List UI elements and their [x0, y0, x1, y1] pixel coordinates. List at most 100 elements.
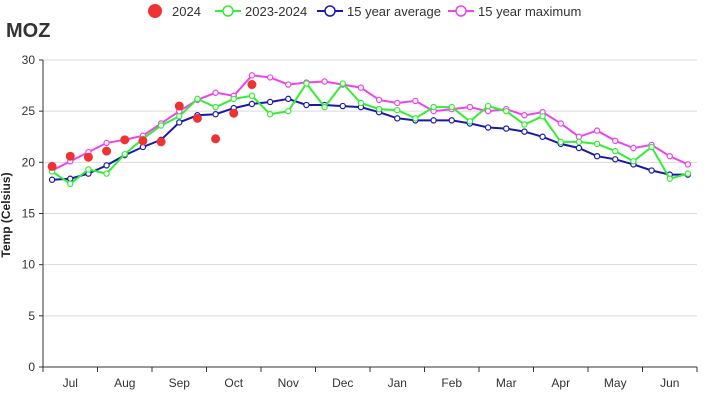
- data-point: [192, 113, 202, 123]
- data-point: [321, 78, 328, 85]
- x-tick-label: Sep: [169, 376, 191, 390]
- data-point: [48, 176, 56, 183]
- x-tick-label: Aug: [114, 376, 135, 390]
- series-2024: [47, 80, 257, 171]
- x-tick-label: Oct: [224, 376, 243, 390]
- legend-label: 15 year average: [347, 4, 441, 19]
- data-point: [176, 119, 183, 126]
- y-tick-label: 15: [22, 207, 36, 221]
- data-point: [448, 103, 455, 111]
- data-point: [120, 135, 130, 145]
- data-point: [266, 98, 274, 106]
- data-point: [212, 103, 219, 111]
- data-point: [630, 144, 637, 152]
- data-point: [484, 107, 492, 115]
- data-point: [575, 144, 583, 152]
- data-point: [684, 161, 692, 168]
- data-point: [212, 111, 219, 118]
- data-point: [357, 84, 365, 91]
- legend-item[interactable]: 15 year maximum: [448, 4, 581, 19]
- data-point: [575, 138, 583, 146]
- data-point: [121, 150, 128, 158]
- data-point: [503, 125, 510, 132]
- legend-label: 2023-2024: [245, 4, 307, 19]
- legend-item[interactable]: 2023-2024: [215, 4, 307, 19]
- data-point: [684, 170, 692, 177]
- data-point: [174, 101, 184, 111]
- data-point: [248, 92, 256, 100]
- data-point: [466, 118, 474, 125]
- legend-item[interactable]: 15 year average: [317, 4, 441, 19]
- y-tick-label: 20: [22, 155, 36, 169]
- series-layer: [47, 72, 692, 188]
- data-point: [247, 80, 257, 90]
- data-point: [248, 100, 256, 108]
- legend-marker: [148, 4, 162, 18]
- data-point: [666, 152, 673, 160]
- legend-item[interactable]: 2024: [148, 4, 201, 19]
- y-tick-label: 30: [22, 53, 36, 67]
- x-tick-label: Jan: [388, 376, 407, 390]
- data-point: [285, 95, 292, 103]
- grid-lines: [43, 59, 697, 317]
- data-point: [412, 115, 419, 122]
- data-point: [503, 107, 510, 115]
- data-point: [466, 103, 474, 111]
- data-point: [484, 102, 492, 110]
- data-point: [285, 81, 292, 88]
- data-point: [375, 96, 383, 104]
- y-axis-title: Temp (Celsius): [0, 172, 13, 257]
- x-tick-label: Nov: [278, 376, 299, 390]
- data-point: [648, 143, 655, 151]
- y-tick-label: 5: [28, 309, 35, 323]
- data-point: [412, 97, 419, 105]
- x-tick-label: Jun: [660, 376, 679, 390]
- data-point: [102, 146, 112, 156]
- y-tick-label: 0: [28, 360, 35, 374]
- x-tick-label: Mar: [496, 376, 517, 390]
- data-point: [229, 108, 239, 118]
- data-point: [285, 107, 292, 115]
- data-point: [521, 112, 528, 119]
- data-point: [448, 117, 455, 124]
- data-point: [138, 136, 148, 146]
- data-point: [394, 99, 401, 107]
- data-point: [521, 128, 528, 135]
- data-point: [648, 167, 655, 174]
- data-point: [248, 72, 256, 79]
- data-point: [157, 122, 165, 129]
- data-point: [321, 103, 328, 111]
- data-point: [266, 74, 274, 81]
- y-tick-label: 10: [22, 258, 36, 272]
- series-2023-2024: [48, 80, 692, 188]
- axes: 0 5 10 15 20 25 30 Jul Aug Sep Oct Nov Dec Jan Feb Mar A…: [22, 53, 698, 390]
- legend-marker: [455, 5, 467, 17]
- x-tick-label: Feb: [441, 376, 462, 390]
- data-point: [612, 156, 619, 163]
- x-tick-label: Apr: [551, 376, 570, 390]
- data-point: [484, 124, 492, 131]
- data-point: [212, 89, 219, 96]
- data-point: [303, 80, 310, 87]
- data-point: [357, 99, 365, 107]
- data-point: [47, 161, 57, 171]
- data-point: [593, 127, 601, 134]
- data-point: [593, 152, 601, 160]
- data-point: [103, 162, 110, 169]
- data-point: [612, 147, 619, 155]
- data-point: [593, 140, 601, 148]
- data-point: [85, 166, 92, 173]
- data-point: [156, 137, 166, 147]
- legend-label: 15 year maximum: [478, 4, 581, 19]
- data-point: [557, 120, 564, 127]
- data-point: [83, 152, 93, 162]
- data-point: [666, 175, 673, 182]
- chart-title: MOZ: [6, 20, 51, 42]
- legend-label: 2024: [172, 4, 201, 19]
- data-point: [211, 134, 221, 144]
- data-point: [339, 102, 346, 110]
- data-point: [230, 95, 237, 103]
- data-point: [394, 106, 401, 114]
- legend: 2024 2023-2024 15 year average 15 year maxi…: [148, 4, 581, 19]
